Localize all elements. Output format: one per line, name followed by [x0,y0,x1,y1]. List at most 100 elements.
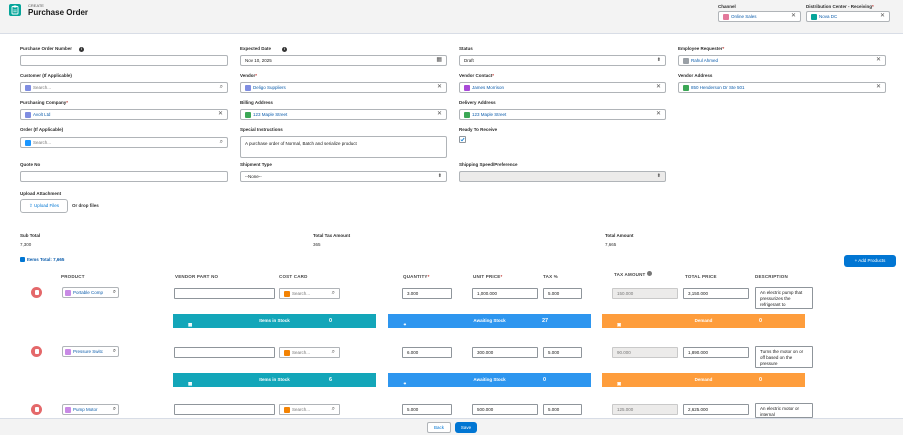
special-instructions-label: Special Instructions [240,127,283,132]
col-cost-card: COST CARD [279,274,308,279]
order-search[interactable]: Search... ⌕ [20,137,228,148]
vendor-part-input[interactable] [174,288,275,299]
employee-value: Rahul Ahmed [691,58,719,63]
cost-card-icon [284,349,290,356]
info-icon [646,271,652,276]
user-icon [683,57,689,64]
search-icon[interactable]: ⌕ [219,139,223,145]
clear-vendor-address-icon[interactable]: ✕ [875,84,881,90]
clear-company-icon[interactable]: ✕ [217,111,223,117]
vendor-address-field[interactable]: 850 Henderson Dr Ste 501 ✕ [678,82,886,93]
vendor-contact-value: James Morrison [472,85,505,90]
unit-price-input[interactable]: 300.000 [472,347,538,358]
save-button[interactable]: Save [455,422,477,433]
description-textarea[interactable]: An electric pump that pressurizes the re… [755,287,813,309]
clear-contact-icon[interactable]: ✕ [655,84,661,90]
ready-to-receive-label: Ready To Receive [459,127,498,132]
total-price-input[interactable]: 3,150.000 [683,288,749,299]
upload-icon: ⇪ [28,203,33,208]
quantity-input[interactable]: 5.000 [402,404,452,415]
product-lookup[interactable]: Pressure Switc ⌕ [62,346,119,357]
search-icon[interactable]: ⌕ [219,84,223,90]
vendor-field[interactable]: Deligo Suppliers ✕ [240,82,447,93]
search-icon[interactable]: ⌕ [112,289,116,295]
awaiting-stock-bar: ⚭ Awaiting Stock 0 [388,373,591,387]
back-button[interactable]: Back [427,422,451,433]
items-total-title: Items Total: 7,665 [27,257,65,262]
vendor-contact-field[interactable]: James Morrison ✕ [459,82,666,93]
total-price-input[interactable]: 1,890.000 [683,347,749,358]
description-textarea[interactable]: An electric motor or internal [755,403,813,418]
info-icon: i [79,47,85,52]
clear-employee-icon[interactable]: ✕ [875,57,881,63]
product-icon [65,289,71,296]
delete-row-icon[interactable] [31,346,42,357]
items-icon [20,257,25,262]
channel-record-icon [723,13,729,20]
unit-price-input[interactable]: 500.000 [472,404,538,415]
vendor-part-input[interactable] [174,404,275,415]
total-price-input[interactable]: 2,625.000 [683,404,749,415]
vendor-part-input[interactable] [174,347,275,358]
quote-no-input[interactable] [20,171,228,182]
channel-field[interactable]: Online Sales ✕ [718,11,801,22]
product-lookup[interactable]: Portable Comp ⌕ [62,287,119,298]
col-tax-amount: TAX AMOUNT [614,271,652,277]
cost-card-search[interactable]: Search... ⌕ [279,347,340,358]
product-icon [65,406,71,413]
quantity-input[interactable]: 6.000 [402,347,452,358]
cost-card-search[interactable]: Search... ⌕ [279,288,340,299]
clear-billing-icon[interactable]: ✕ [436,111,442,117]
calendar-icon[interactable]: ▦ [436,57,442,63]
quantity-input[interactable]: 3.000 [402,288,452,299]
shipment-type-select[interactable]: --None-- ⬍ [240,171,447,182]
tax-pct-input[interactable]: 5.000 [543,404,582,415]
delete-row-icon[interactable] [31,404,42,415]
search-icon[interactable]: ⌕ [112,348,116,354]
customer-label: Customer (If Applicable) [20,73,72,78]
search-icon[interactable]: ⌕ [331,406,335,412]
description-textarea[interactable]: Turns the motor on or off based on the p… [755,346,813,368]
tax-pct-input[interactable]: 5.000 [543,288,582,299]
customer-search[interactable]: Search... ⌕ [20,82,228,93]
cost-card-search[interactable]: Search... ⌕ [279,404,340,415]
status-select[interactable]: Draft ⬍ [459,55,666,66]
upload-files-button[interactable]: ⇪ Upload Files [20,199,68,213]
dc-field[interactable]: Nova DC ✕ [806,11,890,22]
search-icon[interactable]: ⌕ [112,406,116,412]
purchasing-company-field[interactable]: Avolt Ltd ✕ [20,109,228,120]
expected-date-input[interactable]: Nov 10, 2025 ▦ [240,55,447,66]
page-title: Purchase Order [28,8,89,17]
col-vendor-part-no: VENDOR PART NO [175,274,219,279]
demand-bar: ▣ Demand 0 [602,373,805,387]
delete-row-icon[interactable] [31,287,42,298]
clear-dc-icon[interactable]: ✕ [879,13,885,19]
awaiting-stock-bar: ⚭ Awaiting Stock 27 [388,314,591,328]
quote-no-label: Quote No [20,162,41,167]
upload-label: Upload Attachment [20,191,62,196]
vendor-value: Deligo Suppliers [253,85,286,90]
info-icon: i [282,47,288,52]
col-description: DESCRIPTION [755,274,788,279]
channel-value: Online Sales [731,14,757,19]
dc-label: Distribution Center - Receiving* [806,4,874,9]
unit-price-input[interactable]: 1,000.000 [472,288,538,299]
footer-bar [0,418,903,435]
shipping-speed-select[interactable]: ⬍ [459,171,666,182]
billing-field[interactable]: 123 Maple Street ✕ [240,109,447,120]
add-products-button[interactable]: + Add Products [844,255,896,267]
po-number-input[interactable] [20,55,228,66]
ready-to-receive-checkbox[interactable] [459,136,466,143]
delivery-field[interactable]: 123 Maple Street ✕ [459,109,666,120]
product-lookup[interactable]: Pump Motor ⌕ [62,404,119,415]
check-icon [460,137,465,142]
search-icon[interactable]: ⌕ [331,349,335,355]
clear-delivery-icon[interactable]: ✕ [655,111,661,117]
clear-vendor-icon[interactable]: ✕ [436,84,442,90]
tax-pct-input[interactable]: 5.000 [543,347,582,358]
clear-channel-icon[interactable]: ✕ [790,13,796,19]
drop-files-text: Or drop files [72,203,99,208]
employee-field[interactable]: Rahul Ahmed ✕ [678,55,886,66]
search-icon[interactable]: ⌕ [331,290,335,296]
special-instructions-textarea[interactable]: A purchase order of Normal, Batch and se… [240,136,447,158]
